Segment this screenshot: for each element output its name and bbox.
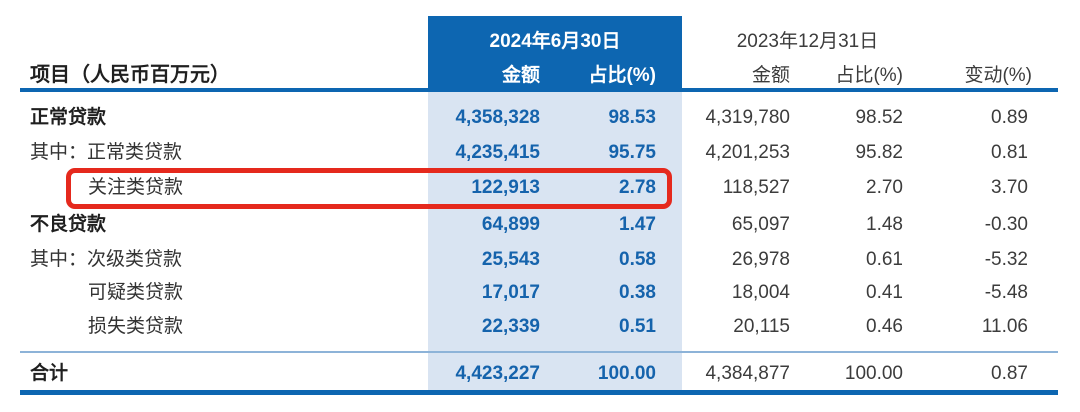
table-row-loss-loans: 损失类贷款 22,339 0.51 20,115 0.46 11.06: [0, 310, 1080, 344]
change-header: 变动(%): [964, 65, 1032, 86]
current-ratio-header: 占比(%): [588, 65, 656, 86]
cell-ratio-2023: 100.00: [844, 363, 903, 384]
cell-amount-2023: 26,978: [731, 249, 790, 270]
table-row-normal-loans: 正常贷款 4,358,328 98.53 4,319,780 98.52 0.8…: [0, 101, 1080, 135]
cell-amount-2023: 4,201,253: [705, 142, 790, 163]
prior-amount-header: 金额: [751, 65, 790, 86]
cell-amount-2024: 17,017: [481, 282, 540, 303]
cell-amount-2024: 4,235,415: [455, 142, 540, 163]
table-bottom-border: [20, 390, 1058, 395]
row-label: 其中：次级类贷款: [30, 249, 183, 270]
project-column-title: 项目（人民币百万元）: [30, 64, 230, 86]
cell-ratio-2023: 1.48: [866, 214, 903, 235]
cell-amount-2023: 4,384,877: [705, 363, 790, 384]
table-row-total: 合计 4,423,227 100.00 4,384,877 100.00 0.8…: [0, 356, 1080, 391]
cell-ratio-2024: 0.51: [619, 316, 656, 337]
row-label: 其中：正常类贷款: [30, 142, 183, 163]
cell-ratio-2024: 0.38: [619, 282, 656, 303]
table-row-npl: 不良贷款 64,899 1.47 65,097 1.48 -0.30: [0, 208, 1080, 242]
cell-ratio-2023: 0.61: [866, 249, 903, 270]
cell-ratio-2023: 0.46: [866, 316, 903, 337]
cell-ratio-2023: 0.41: [866, 282, 903, 303]
cell-amount-2024: 4,423,227: [455, 363, 540, 384]
current-amount-header: 金额: [501, 65, 540, 86]
cell-ratio-2024: 100.00: [597, 363, 656, 384]
cell-amount-2024: 122,913: [471, 177, 540, 198]
cell-change: 11.06: [981, 316, 1028, 337]
row-label: 合计: [30, 363, 69, 384]
cell-ratio-2024: 1.47: [619, 214, 656, 235]
cell-amount-2023: 4,319,780: [705, 107, 790, 128]
cell-amount-2023: 118,527: [722, 177, 790, 198]
cell-change: -5.32: [984, 249, 1028, 270]
cell-amount-2023: 20,115: [733, 316, 790, 337]
cell-ratio-2024: 98.53: [608, 107, 656, 128]
cell-change: 0.81: [991, 142, 1028, 163]
row-label: 关注类贷款: [88, 177, 184, 198]
cell-change: -0.30: [984, 214, 1028, 235]
prior-period-date: 2023年12月31日: [736, 31, 879, 52]
cell-ratio-2023: 98.52: [855, 107, 903, 128]
cell-change: 3.70: [991, 177, 1028, 198]
table-row-substandard-loans: 其中：次级类贷款 25,543 0.58 26,978 0.61 -5.32: [0, 243, 1080, 277]
cell-change: -5.48: [984, 282, 1028, 303]
cell-ratio-2024: 0.58: [619, 249, 656, 270]
current-period-header: 2024年6月30日 金额 占比(%): [428, 16, 682, 88]
table-row-special-mention-loans: 关注类贷款 122,913 2.78 118,527 2.70 3.70: [0, 171, 1080, 205]
cell-ratio-2023: 2.70: [866, 177, 903, 198]
cell-amount-2024: 4,358,328: [455, 107, 540, 128]
header-divider: [20, 88, 1058, 92]
cell-ratio-2024: 95.75: [608, 142, 656, 163]
cell-amount-2024: 25,543: [481, 249, 540, 270]
row-label: 可疑类贷款: [88, 282, 184, 303]
cell-change: 0.87: [991, 363, 1028, 384]
cell-amount-2024: 22,339: [481, 316, 540, 337]
total-divider: [20, 351, 1058, 353]
cell-amount-2024: 64,899: [481, 214, 540, 235]
prior-ratio-header: 占比(%): [835, 65, 903, 86]
current-period-date: 2024年6月30日: [489, 31, 621, 52]
cell-ratio-2023: 95.82: [855, 142, 903, 163]
row-label: 损失类贷款: [88, 316, 184, 337]
row-label: 不良贷款: [30, 214, 107, 235]
cell-amount-2023: 18,004: [731, 282, 790, 303]
cell-ratio-2024: 2.78: [619, 177, 656, 198]
cell-change: 0.89: [991, 107, 1028, 128]
row-label: 正常贷款: [30, 107, 107, 128]
cell-amount-2023: 65,097: [731, 214, 790, 235]
table-row-doubtful-loans: 可疑类贷款 17,017 0.38 18,004 0.41 -5.48: [0, 276, 1080, 310]
current-period-column-band: [428, 90, 682, 390]
table-row-pass-loans: 其中：正常类贷款 4,235,415 95.75 4,201,253 95.82…: [0, 136, 1080, 170]
